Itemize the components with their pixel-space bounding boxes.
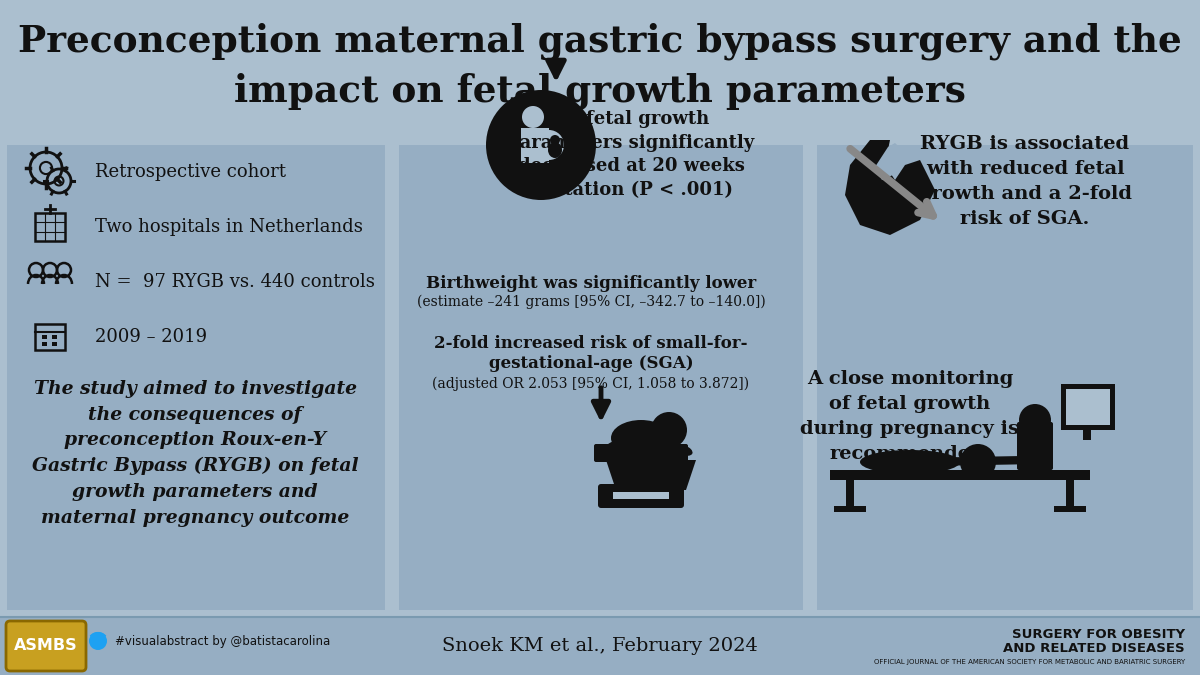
Circle shape: [89, 632, 107, 650]
Text: #visualabstract by @batistacarolina: #visualabstract by @batistacarolina: [115, 634, 330, 647]
Text: A close monitoring
of fetal growth
during pregnancy is
recommended.: A close monitoring of fetal growth durin…: [800, 370, 1020, 463]
Text: The study aimed to investigate
the consequences of
preconception Roux-en-Y
Gastr: The study aimed to investigate the conse…: [31, 380, 359, 527]
FancyBboxPatch shape: [817, 145, 1193, 610]
Text: Retrospective cohort: Retrospective cohort: [95, 163, 286, 181]
Polygon shape: [521, 128, 550, 163]
FancyBboxPatch shape: [594, 444, 688, 462]
FancyBboxPatch shape: [7, 145, 385, 610]
Text: impact on fetal growth parameters: impact on fetal growth parameters: [234, 72, 966, 109]
Circle shape: [960, 444, 996, 480]
Text: Preconception maternal gastric bypass surgery and the: Preconception maternal gastric bypass su…: [18, 22, 1182, 59]
Text: gestational-age (SGA): gestational-age (SGA): [488, 355, 694, 372]
Text: RYGB is associated
with reduced fetal
growth and a 2-fold
risk of SGA.: RYGB is associated with reduced fetal gr…: [918, 135, 1132, 228]
FancyBboxPatch shape: [1066, 389, 1110, 425]
Text: Birthweight was significantly lower: Birthweight was significantly lower: [426, 275, 756, 292]
Text: 2-fold increased risk of small-for-: 2-fold increased risk of small-for-: [434, 335, 748, 352]
FancyBboxPatch shape: [1084, 426, 1091, 440]
Ellipse shape: [860, 450, 960, 474]
FancyBboxPatch shape: [1054, 506, 1086, 512]
Text: Snoek KM et al., February 2024: Snoek KM et al., February 2024: [442, 637, 758, 655]
Ellipse shape: [611, 420, 671, 456]
Text: 2009 – 2019: 2009 – 2019: [95, 328, 208, 346]
Text: N =  97 RYGB vs. 440 controls: N = 97 RYGB vs. 440 controls: [95, 273, 374, 291]
Circle shape: [522, 106, 544, 128]
Polygon shape: [845, 140, 935, 235]
FancyBboxPatch shape: [0, 617, 1200, 675]
FancyBboxPatch shape: [52, 335, 58, 339]
Ellipse shape: [673, 444, 692, 456]
Ellipse shape: [604, 440, 623, 456]
FancyBboxPatch shape: [834, 506, 866, 512]
FancyBboxPatch shape: [42, 342, 47, 346]
Text: OFFICIAL JOURNAL OF THE AMERICAN SOCIETY FOR METABOLIC AND BARIATRIC SURGERY: OFFICIAL JOURNAL OF THE AMERICAN SOCIETY…: [874, 659, 1186, 665]
FancyBboxPatch shape: [6, 621, 86, 671]
Circle shape: [1019, 404, 1051, 436]
FancyBboxPatch shape: [0, 0, 1200, 138]
Circle shape: [486, 90, 596, 200]
FancyBboxPatch shape: [613, 492, 670, 499]
FancyBboxPatch shape: [42, 335, 47, 339]
FancyBboxPatch shape: [1066, 478, 1074, 510]
Text: SURGERY FOR OBESITY: SURGERY FOR OBESITY: [1012, 628, 1186, 641]
Text: ASMBS: ASMBS: [14, 639, 78, 653]
Text: AND RELATED DISEASES: AND RELATED DISEASES: [1003, 643, 1186, 655]
Wedge shape: [550, 130, 564, 160]
FancyBboxPatch shape: [1018, 422, 1054, 470]
Ellipse shape: [548, 142, 562, 158]
Text: (adjusted OR 2.053 [95% CI, 1.058 to 3.872]): (adjusted OR 2.053 [95% CI, 1.058 to 3.8…: [432, 377, 750, 392]
Circle shape: [550, 135, 560, 145]
Text: (estimate –241 grams [95% CI, –342.7 to –140.0]): (estimate –241 grams [95% CI, –342.7 to …: [416, 295, 766, 309]
FancyBboxPatch shape: [1061, 384, 1115, 430]
FancyBboxPatch shape: [846, 478, 854, 510]
Polygon shape: [875, 143, 908, 180]
Circle shape: [650, 412, 686, 448]
FancyBboxPatch shape: [398, 145, 803, 610]
Text: All fetal growth
parameters significantly
decreased at 20 weeks
gestation (P < .: All fetal growth parameters significantl…: [508, 110, 755, 199]
FancyBboxPatch shape: [52, 342, 58, 346]
Polygon shape: [606, 460, 696, 490]
FancyBboxPatch shape: [830, 470, 1090, 480]
Text: Two hospitals in Netherlands: Two hospitals in Netherlands: [95, 218, 362, 236]
Circle shape: [912, 456, 924, 468]
FancyBboxPatch shape: [598, 484, 684, 508]
